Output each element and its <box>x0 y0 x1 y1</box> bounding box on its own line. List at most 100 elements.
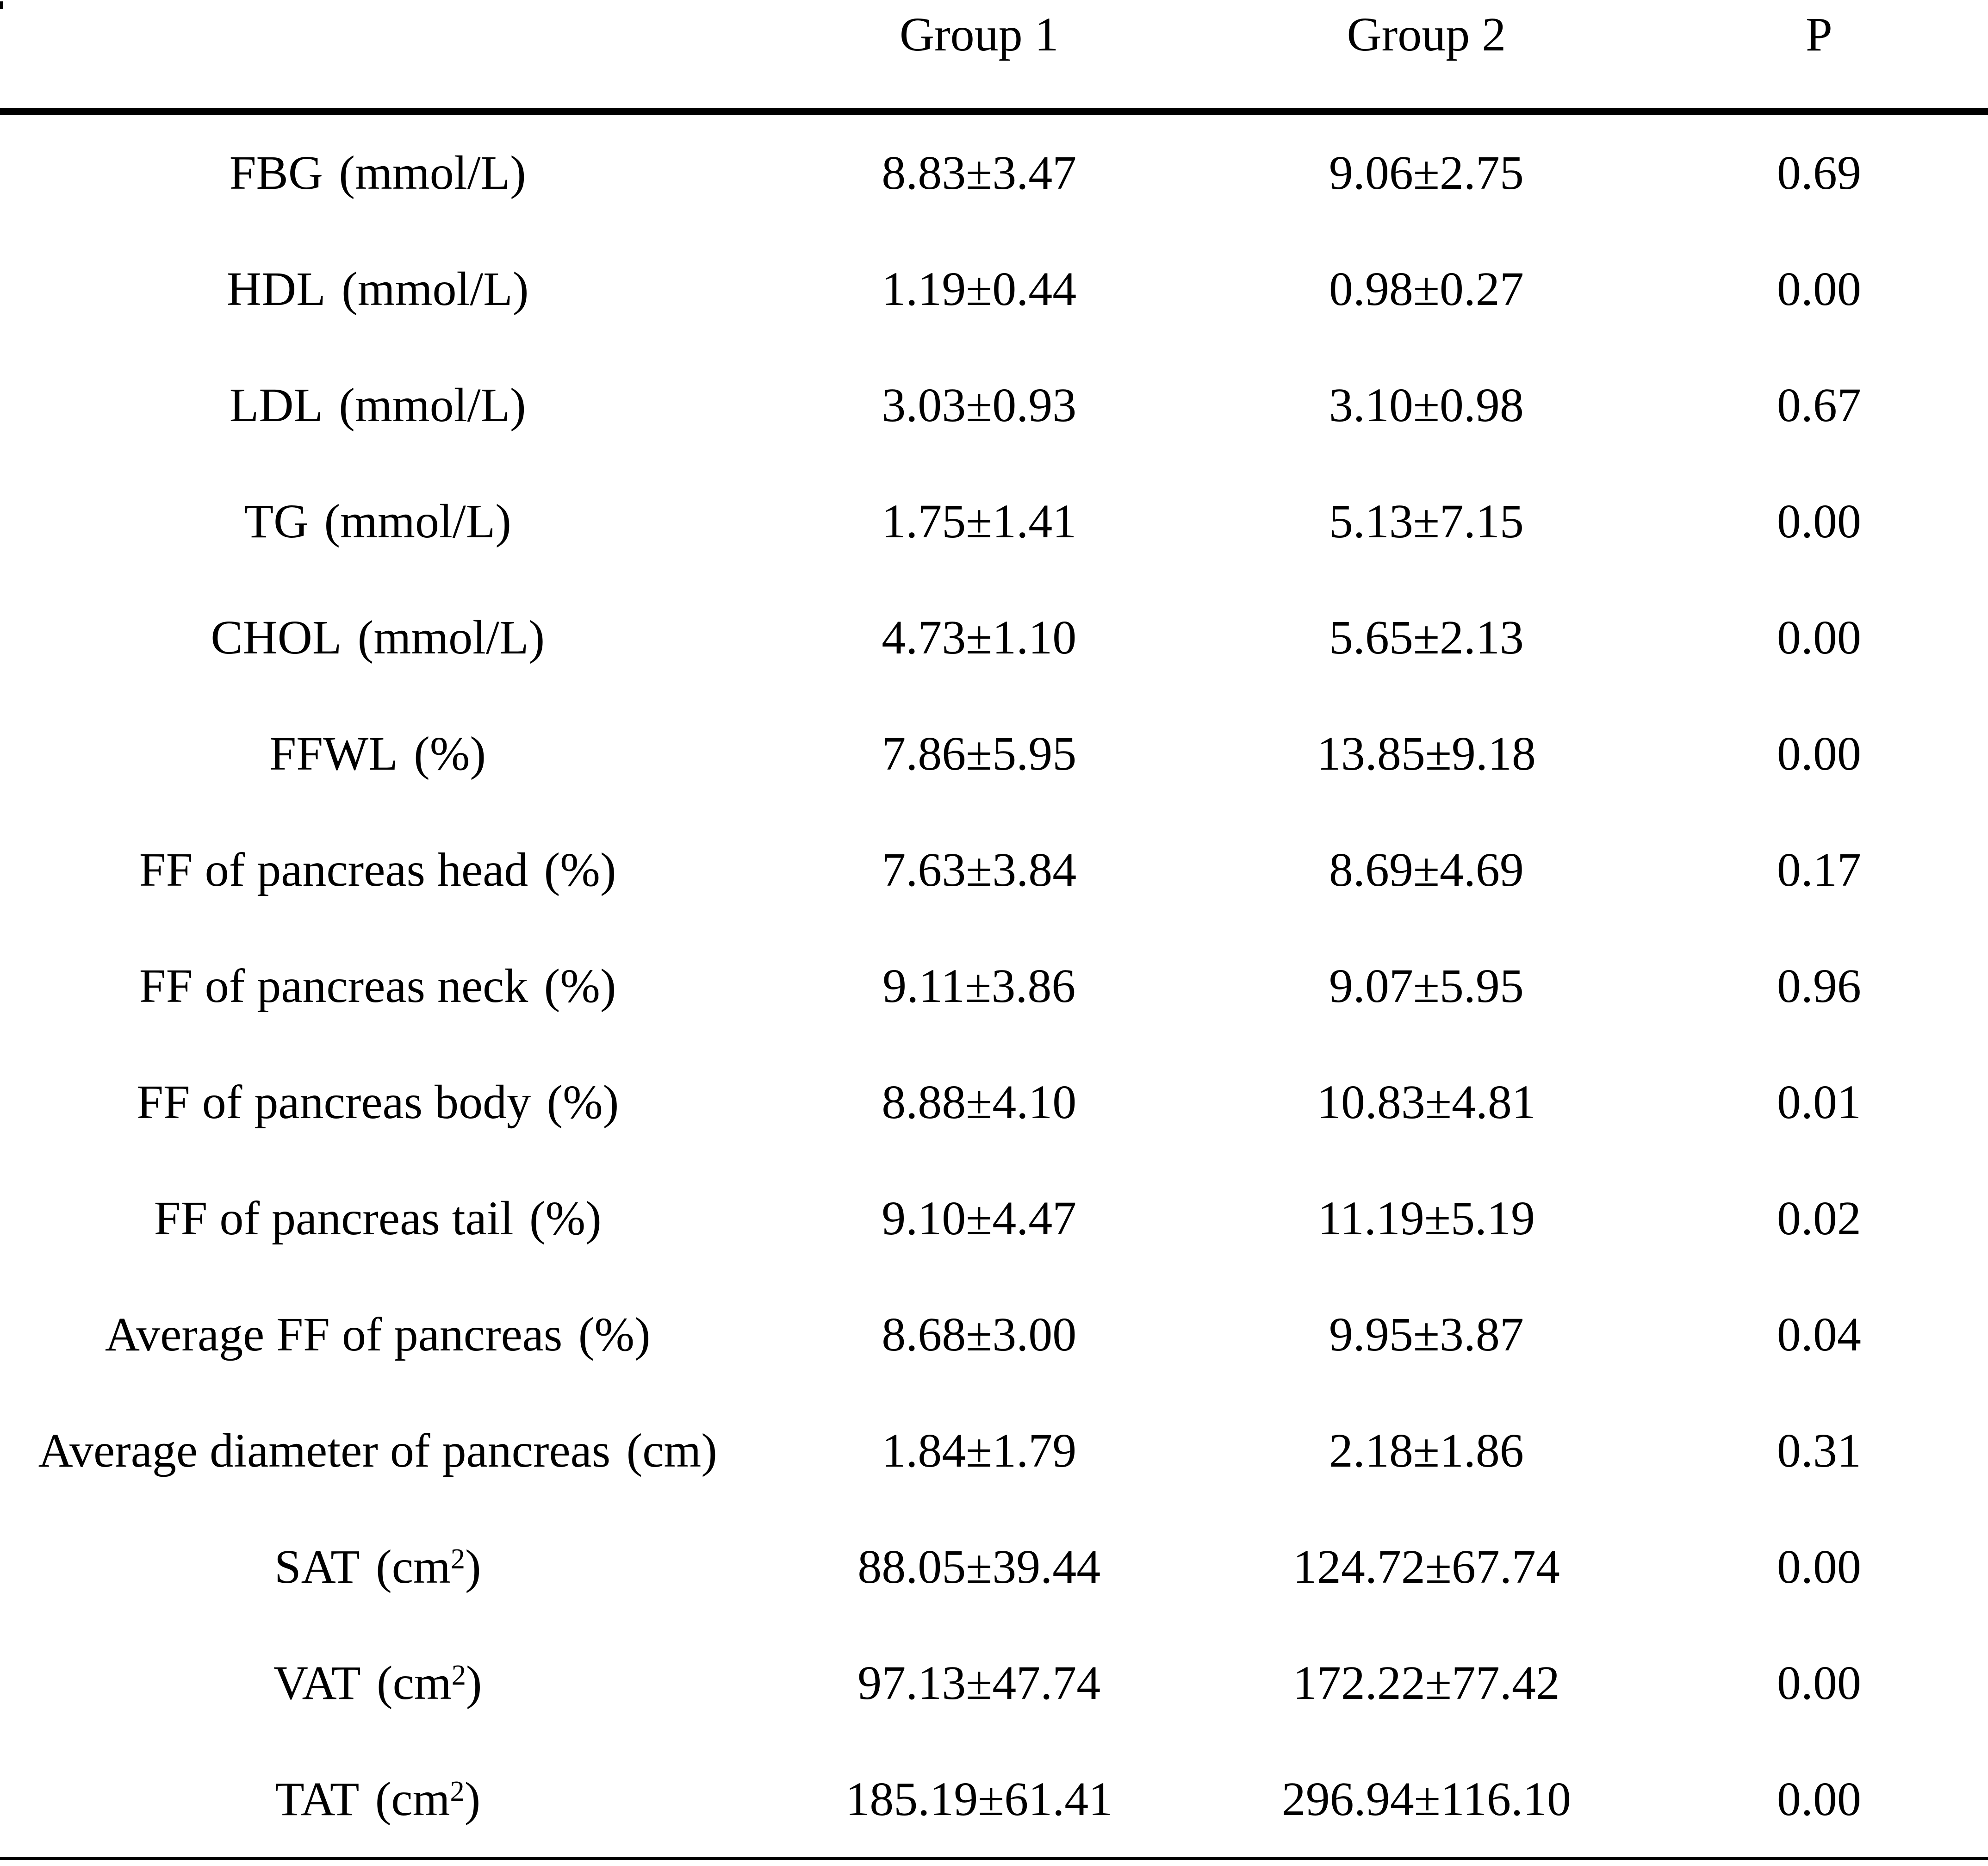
group1-value: 3.03±0.93 <box>882 379 1077 432</box>
row-label-name: Average diameter of pancreas <box>38 1424 611 1477</box>
group2-value: 2.18±1.86 <box>1329 1424 1524 1477</box>
close-paren: ) <box>528 611 545 664</box>
row-label-name: VAT <box>273 1656 361 1710</box>
group2-value: 10.83±4.81 <box>1317 1076 1536 1129</box>
open-paren: ( <box>578 1308 595 1361</box>
group1-value: 88.05±39.44 <box>857 1540 1101 1593</box>
close-paren: ) <box>470 727 486 780</box>
group2-value: 5.13±7.15 <box>1329 495 1524 548</box>
row-label-name: FF of pancreas neck <box>139 959 528 1013</box>
table-row-fbg: FBG (mmol/L) 8.83±3.47 9.06±2.75 0.69 <box>0 112 1988 231</box>
group1-value: 97.13±47.74 <box>857 1656 1101 1710</box>
row-label-unit: mmol/L <box>357 262 513 316</box>
group2-value: 296.94±116.10 <box>1281 1773 1571 1826</box>
scan-artifact-mark <box>0 1 3 9</box>
table-row-hdl: HDL (mmol/L) 1.19±0.44 0.98±0.27 0.00 <box>0 231 1988 347</box>
row-label-name: LDL <box>229 379 323 432</box>
group2-value: 9.06±2.75 <box>1329 146 1524 199</box>
group1-value: 4.73±1.10 <box>882 611 1077 664</box>
row-label-name: SAT <box>274 1540 360 1593</box>
group2-value: 0.98±0.27 <box>1329 262 1524 316</box>
group1-value: 8.83±3.47 <box>882 146 1077 199</box>
group2-value: 13.85±9.18 <box>1317 727 1536 780</box>
row-label-name: FF of pancreas tail <box>154 1192 514 1245</box>
close-paren: ) <box>585 1192 602 1245</box>
group2-value: 124.72±67.74 <box>1292 1540 1560 1593</box>
open-paren: ( <box>544 843 560 896</box>
open-paren: ( <box>377 1656 393 1710</box>
row-label-sup: 2 <box>451 1659 466 1691</box>
row-label-unit: cm <box>642 1424 702 1477</box>
row-label: HDL (mmol/L) <box>0 231 755 347</box>
table-row-tg: TG (mmol/L) 1.75±1.41 5.13±7.15 0.00 <box>0 463 1988 579</box>
close-paren: ) <box>466 1656 482 1710</box>
open-paren: ( <box>339 379 355 432</box>
group2-value: 5.65±2.13 <box>1329 611 1524 664</box>
p-value: 0.00 <box>1777 727 1861 780</box>
group1-value: 1.19±0.44 <box>882 262 1077 316</box>
p-value: 0.01 <box>1777 1076 1861 1129</box>
row-label-name: FFWL <box>269 727 398 780</box>
p-value: 0.00 <box>1777 611 1861 664</box>
row-label-name: CHOL <box>211 611 342 664</box>
group1-value: 1.75±1.41 <box>882 495 1077 548</box>
group1-value: 9.10±4.47 <box>882 1192 1077 1245</box>
p-value: 0.69 <box>1777 146 1861 199</box>
close-paren: ) <box>634 1308 651 1361</box>
row-label-sup: 2 <box>450 1775 465 1807</box>
row-label-unit: mmol/L <box>340 495 496 548</box>
table-row-tat: TAT (cm2) 185.19±61.41 296.94±116.10 0.00 <box>0 1741 1988 1859</box>
table-row-ldl: LDL (mmol/L) 3.03±0.93 3.10±0.98 0.67 <box>0 347 1988 463</box>
table-row-ffwl: FFWL (%) 7.86±5.95 13.85±9.18 0.00 <box>0 696 1988 812</box>
row-label-unit: cm <box>391 1540 451 1593</box>
p-value: 0.31 <box>1777 1424 1861 1477</box>
open-paren: ( <box>626 1424 643 1477</box>
header-cell-group2: Group 2 <box>1203 0 1650 115</box>
p-value: 0.02 <box>1777 1192 1861 1245</box>
row-label-name: TAT <box>275 1773 360 1826</box>
open-paren: ( <box>414 727 430 780</box>
close-paren: ) <box>512 262 529 316</box>
table-row-ff-head: FF of pancreas head (%) 7.63±3.84 8.69±4.… <box>0 812 1988 928</box>
row-label: VAT (cm2) <box>0 1625 755 1741</box>
table-row-ff-neck: FF of pancreas neck (%) 9.11±3.86 9.07±5.… <box>0 928 1988 1044</box>
p-value: 0.96 <box>1777 959 1861 1013</box>
row-label-name: TG <box>244 495 309 548</box>
open-paren: ( <box>324 495 341 548</box>
open-paren: ( <box>357 611 374 664</box>
close-paren: ) <box>600 959 616 1013</box>
header-cell-group1: Group 1 <box>755 0 1203 115</box>
row-label: FBG (mmol/L) <box>0 112 755 231</box>
close-paren: ) <box>600 843 616 896</box>
open-paren: ( <box>376 1540 392 1593</box>
open-paren: ( <box>529 1192 546 1245</box>
row-label: TAT (cm2) <box>0 1741 755 1859</box>
p-value: 0.00 <box>1777 262 1861 316</box>
p-value: 0.00 <box>1777 1656 1861 1710</box>
row-label-unit: % <box>594 1308 634 1361</box>
p-value: 0.00 <box>1777 1540 1861 1593</box>
row-label: CHOL (mmol/L) <box>0 579 755 696</box>
p-value: 0.67 <box>1777 379 1861 432</box>
p-value: 0.00 <box>1777 495 1861 548</box>
table-row-ff-tail: FF of pancreas tail (%) 9.10±4.47 11.19±5… <box>0 1160 1988 1276</box>
group1-value: 8.88±4.10 <box>882 1076 1077 1129</box>
close-paren: ) <box>465 1540 481 1593</box>
row-label: Average diameter of pancreas (cm) <box>0 1393 755 1509</box>
row-label-unit: % <box>429 727 470 780</box>
group2-value: 3.10±0.98 <box>1329 379 1524 432</box>
row-label-sup: 2 <box>450 1543 465 1575</box>
row-label-unit: mmol/L <box>373 611 529 664</box>
group1-value: 185.19±61.41 <box>845 1773 1113 1826</box>
row-label-name: FF of pancreas head <box>139 843 528 896</box>
open-paren: ( <box>547 1076 563 1129</box>
row-label-unit: % <box>545 1192 586 1245</box>
row-label-unit: % <box>560 959 600 1013</box>
row-label: SAT (cm2) <box>0 1509 755 1625</box>
group1-value: 9.11±3.86 <box>882 959 1076 1013</box>
close-paren: ) <box>510 146 526 199</box>
p-value: 0.04 <box>1777 1308 1861 1361</box>
row-label-unit: cm <box>391 1773 450 1826</box>
close-paren: ) <box>495 495 511 548</box>
group2-value: 11.19±5.19 <box>1317 1192 1535 1245</box>
